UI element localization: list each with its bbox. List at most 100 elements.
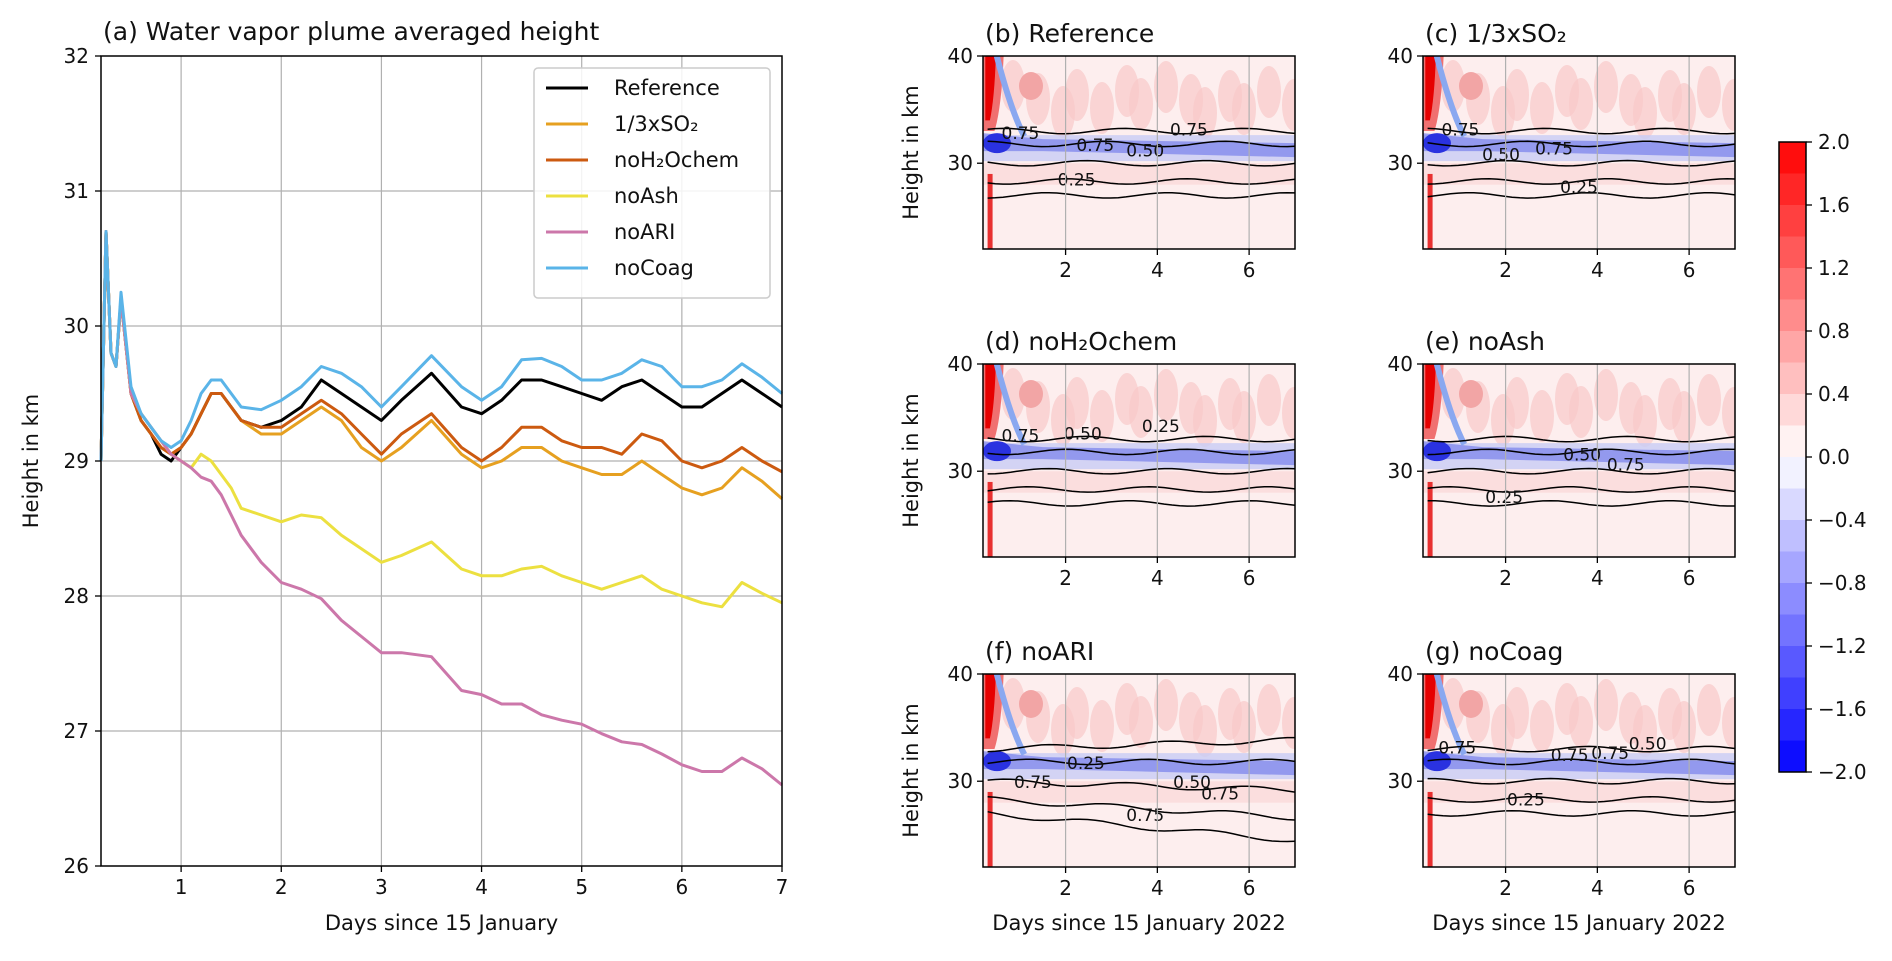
y-tick-label: 40: [948, 352, 973, 376]
contour-line: [1427, 745, 1735, 753]
x-axis-label: Days since 15 January 2022: [1432, 911, 1725, 935]
blue-core-spot: [1423, 751, 1451, 772]
lower-pink-band: [983, 471, 1295, 493]
x-axis-label: Days since 15 January 2022: [992, 911, 1285, 935]
y-tick-label: 40: [1388, 44, 1413, 68]
red-plume-core: [985, 364, 996, 429]
panel-a: 1 2 3 4 5 6 7 26 27 28 29 30 31 32 (a) Water vapor plu…: [19, 17, 788, 935]
pink-blob: [1530, 82, 1554, 134]
legend-box: [533, 67, 771, 299]
colorbar-segment: [1779, 709, 1806, 741]
colorbar-segment: [1779, 488, 1806, 521]
contour-line: [1427, 191, 1735, 199]
contour-line: [1427, 159, 1735, 167]
series-line-4: [99, 230, 783, 787]
red-column: [1427, 791, 1433, 867]
y-tick-label: 29: [64, 449, 89, 473]
pink-spot: [1019, 380, 1043, 408]
axes-frame-e: [1422, 363, 1736, 558]
x-tick-label: 7: [776, 875, 789, 899]
contour-label: 0.75: [1126, 806, 1164, 826]
heatmap-field-d: 0.75 0.50 0.25: [983, 364, 1295, 557]
contour-line: [987, 796, 1295, 821]
x-tick-label: 6: [1683, 876, 1696, 900]
pink-blob: [1257, 374, 1281, 426]
x-tick-label: 4: [1151, 258, 1164, 282]
contour-label: 0.50: [1482, 145, 1520, 165]
y-tick-label: 40: [1388, 662, 1413, 686]
contour-label: 0.25: [1560, 178, 1598, 198]
y-tick-label: 40: [1388, 352, 1413, 376]
contour-label: 0.25: [1067, 754, 1105, 774]
pink-blob: [1090, 82, 1114, 134]
x-tick-label: 2: [1499, 566, 1512, 590]
colorbar-segment: [1779, 740, 1806, 773]
contour-line: [1427, 178, 1735, 185]
pink-blob: [1154, 369, 1178, 421]
x-tick-label: 1: [175, 875, 188, 899]
pink-blob: [1090, 390, 1114, 442]
pink-blob: [1569, 386, 1593, 438]
heatmap-field-b: 0.75 0.75 0.75 0.50 0.25: [983, 56, 1295, 249]
pink-blob: [1129, 696, 1153, 748]
y-tick-label: 40: [948, 44, 973, 68]
pink-blob: [1697, 684, 1721, 736]
blue-core-spot: [983, 133, 1011, 154]
axes-frame-d: [982, 363, 1296, 558]
y-tick-label: 30: [948, 151, 973, 175]
blue-arm: [993, 364, 1027, 446]
contour-line: [987, 178, 1295, 185]
blue-arm: [1433, 674, 1467, 756]
y-axis-label: Height in km: [19, 394, 43, 529]
panel-a-title: (a) Water vapor plume averaged height: [103, 17, 600, 46]
contour-label: 0.25: [1507, 790, 1545, 810]
pink-blob: [1722, 697, 1735, 749]
contour-line: [987, 486, 1295, 493]
axes-frame-b: [982, 55, 1296, 250]
contour-label: 0.75: [1442, 120, 1480, 140]
colorbar-tick-label: −0.4: [1818, 508, 1867, 532]
colorbar-segment: [1779, 236, 1806, 269]
colorbar-tick-label: −1.2: [1818, 634, 1867, 658]
red-plume-core: [1425, 364, 1436, 429]
contour-label: 0.50: [1173, 773, 1211, 793]
x-tick-label: 2: [1059, 566, 1072, 590]
legend-label-4: noARI: [614, 220, 675, 244]
y-tick-label: 27: [64, 719, 89, 743]
contour-label: 0.75: [1002, 426, 1040, 446]
contour-label: 0.75: [1014, 773, 1052, 793]
pink-spot: [1019, 690, 1043, 718]
pink-blob: [1722, 79, 1735, 131]
legend-label-5: noCoag: [614, 256, 694, 280]
pink-blob: [1672, 391, 1696, 443]
heatmap-field-c: 0.750.50 0.750.25: [1423, 56, 1735, 249]
legend-label-2: noH₂Ochem: [614, 148, 739, 172]
series-line-2: [99, 230, 783, 474]
pink-blob: [1569, 696, 1593, 748]
colorbar-segment: [1779, 268, 1806, 300]
colorbar-segment: [1779, 173, 1806, 206]
red-column: [987, 173, 993, 249]
blue-core-spot: [1423, 441, 1451, 462]
contour-label: 0.75: [1551, 746, 1589, 766]
pink-blob: [1090, 700, 1114, 752]
colorbar-segment: [1779, 331, 1806, 363]
contour-label: 0.75: [1607, 455, 1645, 475]
contour-line: [987, 778, 1295, 793]
x-tick-label: 5: [575, 875, 588, 899]
red-plume-core: [985, 674, 996, 739]
pink-blob: [1232, 701, 1256, 753]
red-plume-core: [985, 56, 996, 121]
x-tick-label: 2: [1499, 876, 1512, 900]
contour-label: 0.75: [1535, 140, 1573, 160]
blue-band-core: [1423, 133, 1735, 158]
colorbar-segment: [1779, 457, 1806, 489]
x-tick-label: 6: [1683, 566, 1696, 590]
contour-line: [987, 810, 1295, 843]
x-tick-label: 4: [475, 875, 488, 899]
pink-blob: [1569, 78, 1593, 130]
contour-label: 0.75: [1591, 744, 1629, 764]
contour-label: 0.50: [1064, 424, 1102, 444]
colorbar-tick-label: 1.2: [1818, 256, 1850, 280]
